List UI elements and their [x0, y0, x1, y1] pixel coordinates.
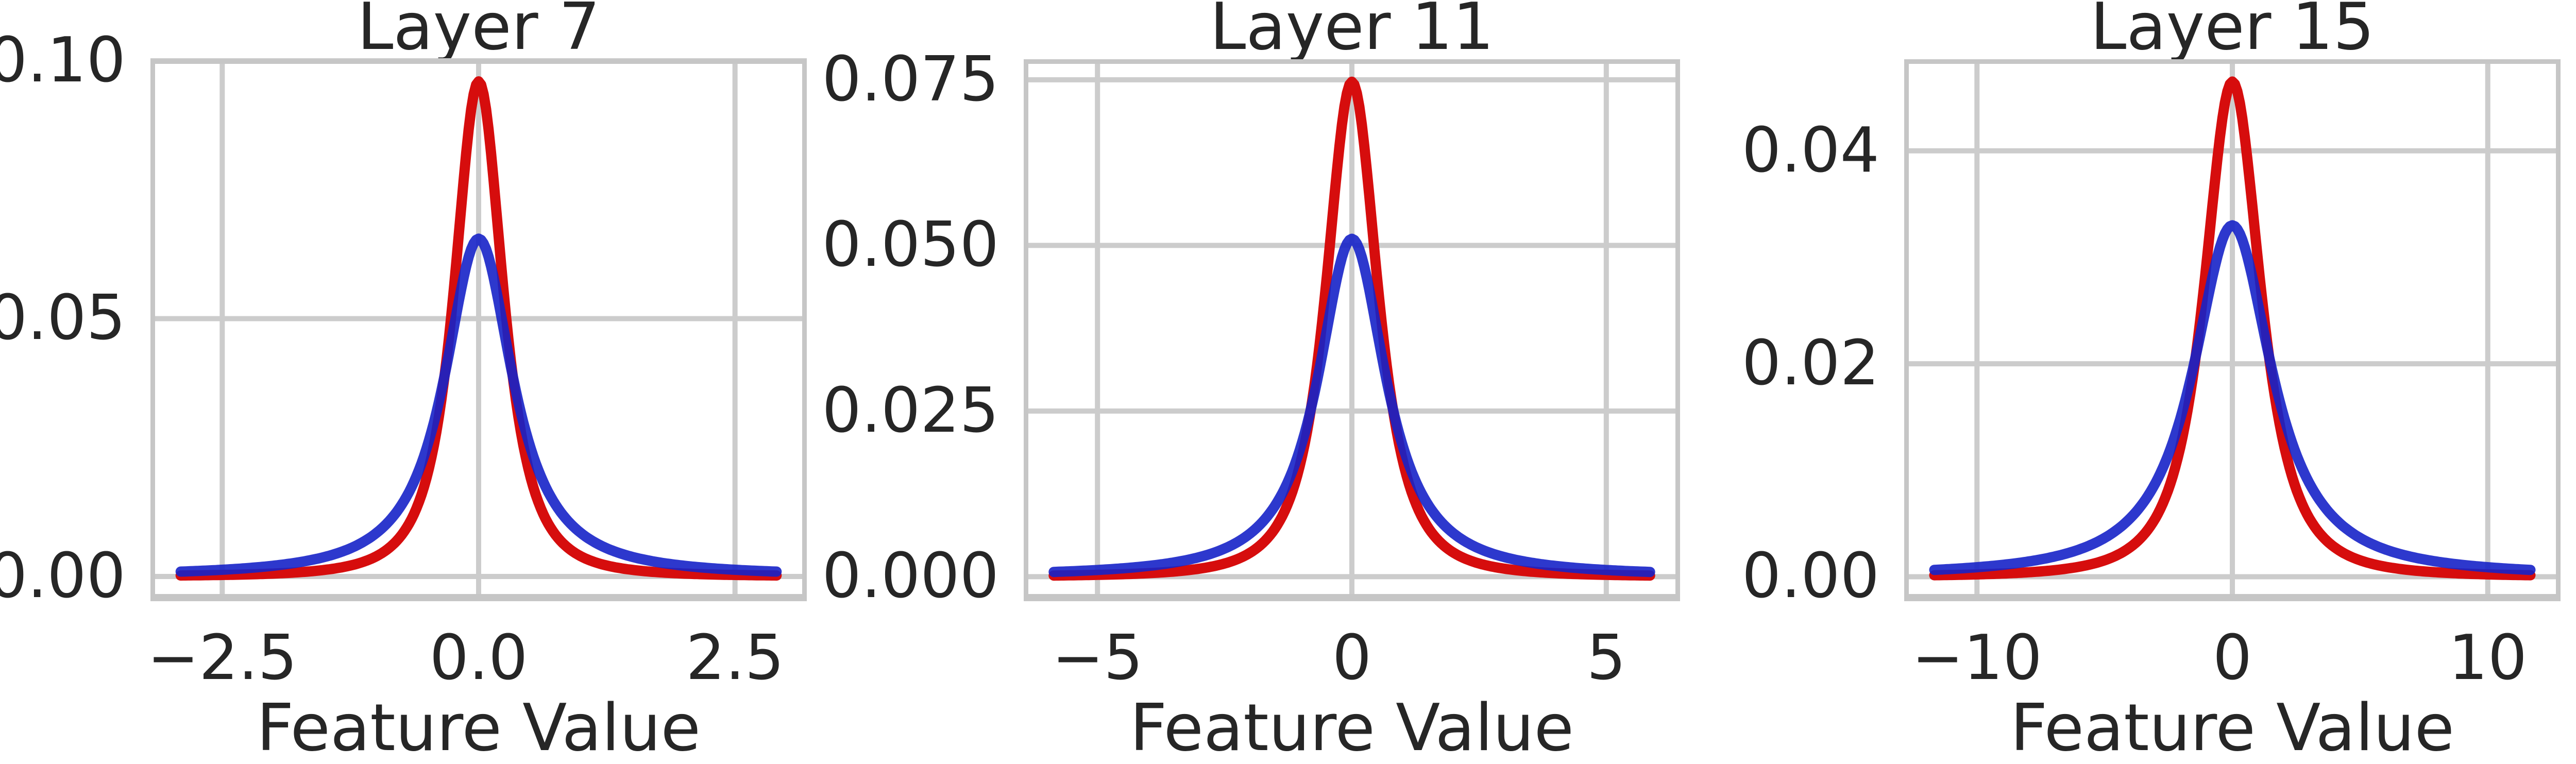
x-tick-label: 10: [2448, 622, 2528, 694]
y-tick-label: 0.05: [0, 282, 126, 354]
y-tick-label: 0.02: [2531, 392, 2576, 464]
y-tick-label: 0.04: [1741, 114, 1879, 186]
y-tick-label: 0.10: [0, 25, 126, 96]
subplot-title: Layer 11: [1210, 0, 1494, 64]
density-curve-blue: [175, 233, 782, 577]
density-curve-red: [1929, 76, 2536, 581]
subplot-layer-15: Layer 15 Feature Value 0.00 0.02 0.04 −10 0 1…: [1742, 0, 2561, 764]
x-tick-label: −10: [1911, 622, 2042, 694]
y-tick-label: 0.06: [2531, 94, 2576, 166]
plot-area: [150, 58, 807, 601]
density-curve-blue: [1048, 233, 1655, 578]
density-curve-red: [1048, 76, 1655, 581]
x-tick-label: 0: [1332, 622, 1372, 694]
y-tick-label: 0.00: [2531, 540, 2576, 613]
x-axis-label: Feature Value: [256, 690, 701, 764]
x-tick-label: −5: [1052, 622, 1143, 694]
plot-area: [1904, 59, 2561, 601]
x-tick-label: 0: [2212, 622, 2252, 694]
y-tick-label: 0.00: [1741, 540, 1879, 613]
y-tick-label: 0.04: [2531, 243, 2576, 315]
subplot-layer-7: Layer 7 Feature Value 0.00 0.05 0.10 −2.5 0.…: [0, 0, 807, 764]
x-tick-label: 2.5: [686, 622, 785, 694]
y-tick-label: 0.02: [1741, 328, 1879, 400]
density-curve-blue: [1929, 220, 2536, 575]
density-curve-red: [175, 76, 782, 581]
x-axis-label: Feature Value: [2010, 690, 2455, 764]
x-axis-label: Feature Value: [1129, 690, 1574, 764]
x-tick-label: 0.0: [429, 622, 528, 694]
x-tick-label: 5: [1586, 622, 1626, 694]
y-tick-label: 0.075: [822, 43, 999, 115]
subplot-layer-11: Layer 11 Feature Value 0.000 0.025 0.050 0.…: [822, 0, 1680, 764]
subplot-title: Layer 15: [2090, 0, 2375, 64]
subplot-title: Layer 7: [357, 0, 600, 64]
y-tick-label: 0.050: [822, 209, 999, 281]
x-tick-label: −2.5: [147, 622, 298, 694]
y-tick-label: 0.025: [822, 375, 999, 447]
y-tick-label: 0.000: [822, 540, 999, 613]
plot-area: [1024, 59, 1680, 601]
y-tick-label: 0.00: [0, 540, 126, 612]
